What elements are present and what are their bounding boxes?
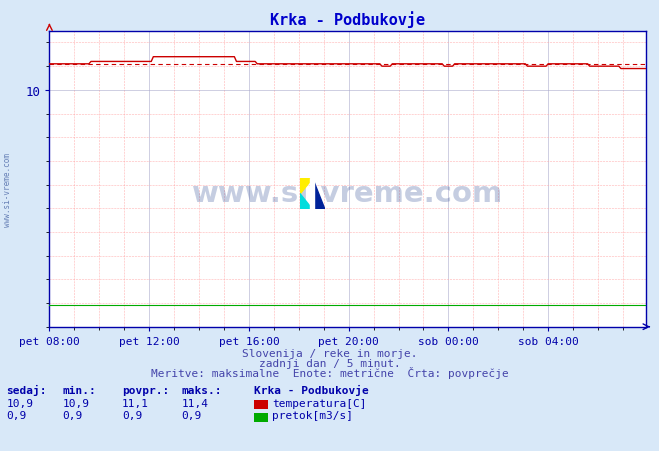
Text: 0,9: 0,9 <box>181 410 202 420</box>
Text: www.si-vreme.com: www.si-vreme.com <box>192 180 503 208</box>
Text: min.:: min.: <box>63 385 96 395</box>
Text: Meritve: maksimalne  Enote: metrične  Črta: povprečje: Meritve: maksimalne Enote: metrične Črta… <box>151 366 508 378</box>
Text: temperatura[C]: temperatura[C] <box>272 398 366 408</box>
Text: sedaj:: sedaj: <box>7 384 47 395</box>
Text: 0,9: 0,9 <box>63 410 83 420</box>
Polygon shape <box>300 178 312 194</box>
Text: Krka - Podbukovje: Krka - Podbukovje <box>254 384 368 395</box>
Text: 0,9: 0,9 <box>122 410 142 420</box>
Text: 10,9: 10,9 <box>7 398 34 408</box>
Text: 11,4: 11,4 <box>181 398 208 408</box>
Text: 11,1: 11,1 <box>122 398 149 408</box>
Text: maks.:: maks.: <box>181 385 221 395</box>
Polygon shape <box>312 178 325 210</box>
Text: povpr.:: povpr.: <box>122 385 169 395</box>
Text: 0,9: 0,9 <box>7 410 27 420</box>
Polygon shape <box>310 178 314 210</box>
Text: www.si-vreme.com: www.si-vreme.com <box>3 152 13 226</box>
Title: Krka - Podbukovje: Krka - Podbukovje <box>270 11 425 28</box>
Text: Slovenija / reke in morje.: Slovenija / reke in morje. <box>242 348 417 358</box>
Text: 10,9: 10,9 <box>63 398 90 408</box>
Polygon shape <box>300 194 312 210</box>
Text: pretok[m3/s]: pretok[m3/s] <box>272 410 353 420</box>
Text: zadnji dan / 5 minut.: zadnji dan / 5 minut. <box>258 358 401 368</box>
